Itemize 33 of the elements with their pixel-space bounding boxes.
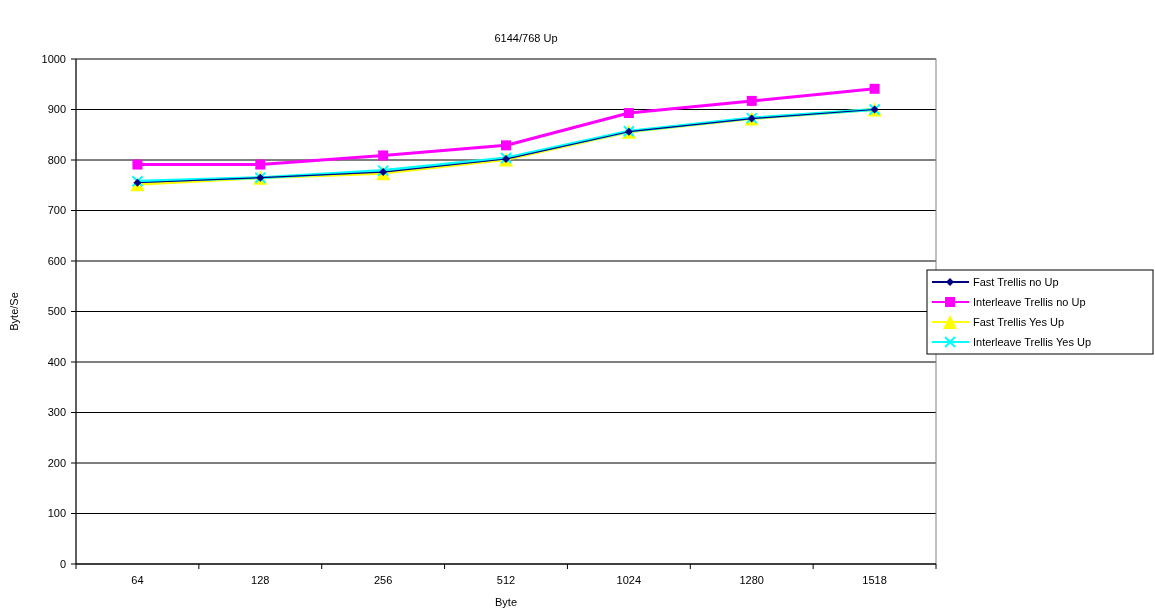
x-tick-label: 128 — [251, 574, 270, 586]
y-tick-label: 500 — [47, 305, 66, 318]
y-tick-label: 400 — [47, 355, 66, 368]
y-tick-label: 800 — [47, 153, 66, 166]
point — [869, 83, 880, 94]
y-tick-label: 600 — [47, 254, 66, 267]
x-tick-label: 256 — [373, 574, 393, 586]
y-tick-label: 200 — [47, 456, 66, 469]
x-tick-label: 1024 — [616, 574, 642, 586]
legend-label: Fast Trellis no Up — [973, 275, 1059, 288]
point — [623, 108, 634, 119]
x-tick-label: 1280 — [739, 574, 764, 586]
point — [132, 159, 143, 170]
point — [378, 150, 389, 161]
point — [377, 164, 390, 177]
x-tick-label: 1518 — [862, 574, 887, 586]
y-tick-label: 100 — [47, 507, 66, 520]
x-tick-label: 64 — [131, 574, 144, 586]
x-axis-title: Byte — [494, 596, 518, 608]
point — [501, 140, 511, 151]
y-tick-label: 1000 — [41, 52, 66, 65]
y-tick-label: 900 — [47, 103, 66, 116]
y-tick-label: 700 — [47, 204, 66, 217]
chart-title: 6144/768 Up — [494, 32, 558, 44]
y-tick-label: 0 — [59, 557, 66, 570]
point — [746, 95, 757, 106]
legend-label: Interleave Trellis no Up — [973, 295, 1086, 308]
point — [255, 159, 266, 170]
x-tick-label: 512 — [496, 574, 516, 586]
y-axis-title: Byte/Se — [8, 292, 20, 331]
y-tick-label: 300 — [47, 406, 66, 419]
legend-label: Fast Trellis Yes Up — [973, 315, 1065, 328]
legend-label: Interleave Trellis Yes Up — [973, 335, 1092, 348]
